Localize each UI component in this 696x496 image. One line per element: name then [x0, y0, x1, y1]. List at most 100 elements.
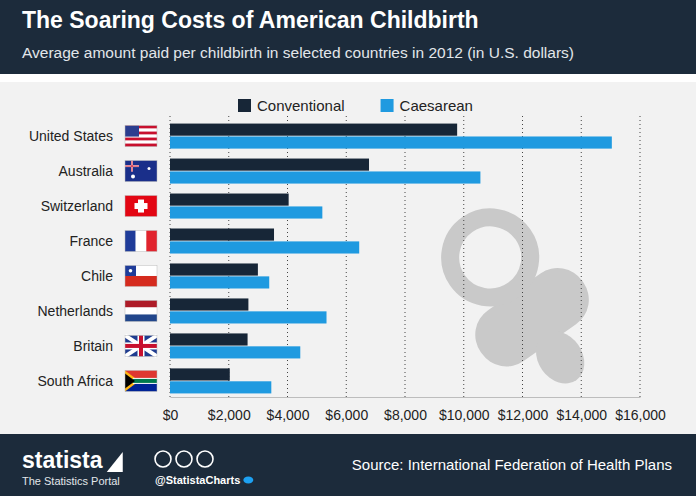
flag-part: [135, 203, 148, 209]
flag: [125, 126, 157, 147]
flag-part: [125, 335, 157, 356]
logo-mark: [107, 452, 123, 472]
credit: @StatistaCharts: [155, 474, 240, 486]
grid: [170, 116, 640, 397]
tick: $4,000: [267, 397, 310, 423]
flag: [125, 300, 157, 321]
flag-border: [125, 370, 157, 391]
tick: $14,000: [556, 397, 607, 423]
flag-border: [125, 126, 157, 147]
footer-background: [0, 434, 696, 496]
y-axis: United States Australia Switzerland France C…: [29, 126, 157, 392]
bar: [170, 298, 248, 310]
tick: $8,000: [384, 397, 427, 423]
legend-swatch: [381, 99, 394, 112]
license-icon: [197, 451, 213, 467]
tick: $16,000: [615, 397, 666, 423]
flag: [125, 196, 157, 217]
flag-part: [125, 138, 157, 141]
license-icon: [155, 451, 171, 467]
bar: [170, 206, 322, 218]
grid-line: [581, 116, 582, 397]
flag-part: [125, 265, 157, 276]
pacifier-nipple: [526, 322, 594, 393]
grid-line: [522, 116, 523, 397]
tick: $0: [163, 397, 179, 423]
legend-swatch: [238, 99, 251, 112]
flag-part: [125, 161, 157, 182]
flag: [125, 265, 157, 286]
logo-subtitle: The Statistics Portal: [22, 475, 120, 487]
category-label: Australia: [59, 163, 114, 179]
category-label: Switzerland: [41, 198, 113, 214]
flag-part: [131, 175, 135, 179]
grid-line: [405, 116, 406, 397]
bar: [170, 368, 230, 380]
flag-border: [125, 335, 157, 356]
flag-part: [125, 300, 157, 307]
bar: [170, 159, 369, 171]
flag-part: [132, 161, 133, 172]
flag-part: [125, 276, 157, 287]
title: The Soaring Costs of American Childbirth: [22, 7, 479, 33]
tick-label: $16,000: [615, 407, 666, 423]
flag-part: [125, 141, 157, 144]
bar: [170, 276, 269, 288]
twitter-icon: [243, 477, 253, 484]
flag-border: [125, 300, 157, 321]
flag-part: [125, 196, 157, 217]
bar: [170, 381, 271, 393]
tick-label: $14,000: [556, 407, 607, 423]
flag-part: [125, 314, 157, 321]
flag: [125, 161, 157, 182]
flag-border: [125, 231, 157, 252]
header-background: [0, 0, 696, 74]
tick: $2,000: [208, 397, 251, 423]
flag-part: [125, 144, 157, 147]
category-label: United States: [29, 128, 113, 144]
flag-part: [125, 335, 157, 356]
flag-part: [136, 231, 147, 252]
flag-part: [125, 231, 136, 252]
tick-label: $10,000: [439, 407, 490, 423]
flag-part: [125, 126, 139, 137]
flag: [125, 335, 157, 356]
tick-label: $6,000: [325, 407, 368, 423]
category-label: Netherlands: [38, 303, 114, 319]
flag-part: [133, 378, 157, 384]
flag-part: [133, 379, 157, 383]
legend: ConventionalCaesarean: [238, 97, 473, 114]
tick-label: $8,000: [384, 407, 427, 423]
bar: [170, 333, 248, 345]
plot-background: [0, 82, 696, 434]
tick-label: $0: [163, 407, 179, 423]
flag: [125, 231, 157, 252]
bar: [170, 263, 258, 275]
flag-part: [125, 335, 157, 356]
tick-label: $2,000: [208, 407, 251, 423]
grid-line: [463, 116, 464, 397]
category-label: South Africa: [38, 373, 114, 389]
bar: [170, 311, 327, 323]
logo: statista: [22, 447, 103, 473]
category-label: Chile: [81, 268, 113, 284]
flag-part: [148, 167, 151, 170]
flag-part: [125, 373, 135, 388]
source: Source: International Federation of Heal…: [352, 456, 672, 473]
bars: [170, 124, 612, 394]
tick: $12,000: [498, 397, 549, 423]
bar: [170, 136, 612, 148]
tick: $6,000: [325, 397, 368, 423]
legend-label: Caesarean: [400, 97, 473, 114]
bar: [170, 241, 359, 253]
flag-border: [125, 196, 157, 217]
flag-border: [125, 161, 157, 182]
tick-label: $12,000: [498, 407, 549, 423]
x-axis: $0 $2,000 $4,000 $6,000 $8,000 $10,000 $12,000…: [163, 397, 666, 423]
flag-part: [146, 231, 157, 252]
license-icon: [176, 451, 192, 467]
tick: $10,000: [439, 397, 490, 423]
bar: [170, 228, 274, 240]
category-label: France: [69, 233, 113, 249]
pacifier-icon: [416, 189, 627, 416]
